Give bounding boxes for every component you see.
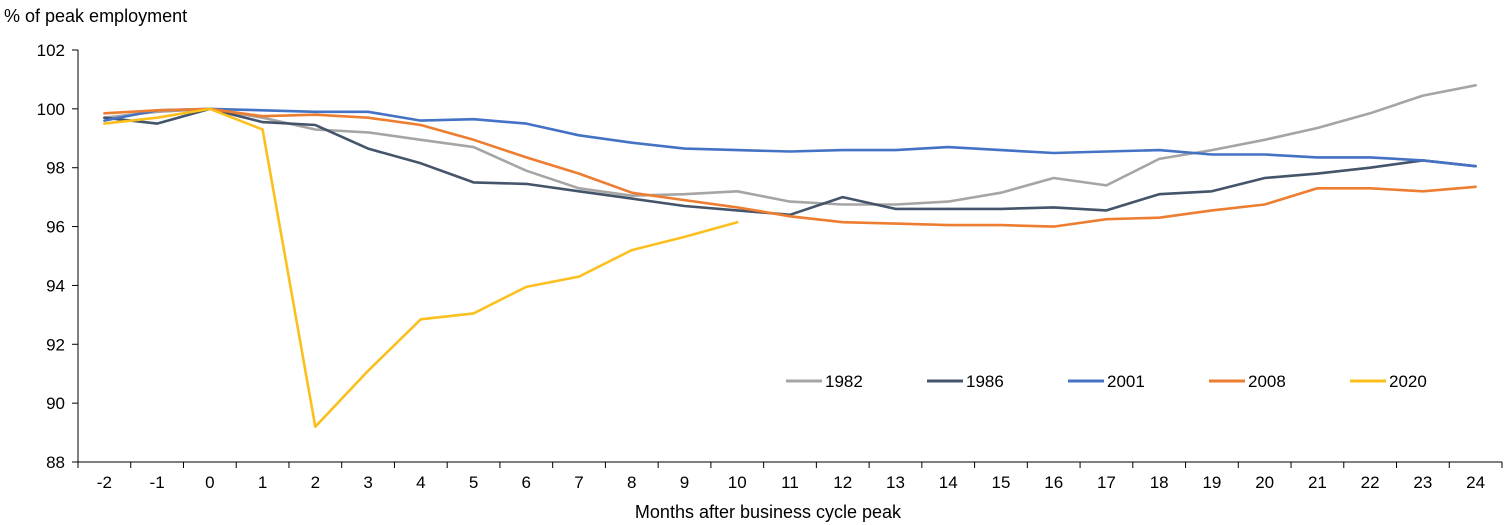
x-tick-label: 15 bbox=[992, 473, 1011, 492]
legend-label-1982: 1982 bbox=[825, 372, 863, 391]
x-tick-label: 24 bbox=[1466, 473, 1485, 492]
y-tick-label: 102 bbox=[37, 41, 65, 60]
legend-label-2001: 2001 bbox=[1107, 372, 1145, 391]
x-axis: -2 -1 0 1 2 3 4 5 6 7 8 9 10 11 12 13 14 15 16 17 18 19 20 21 22… bbox=[77, 461, 1503, 492]
y-tick-label: 90 bbox=[46, 394, 65, 413]
x-tick-label: -2 bbox=[97, 473, 112, 492]
x-tick-label: 11 bbox=[781, 473, 799, 492]
x-tick-label: 16 bbox=[1044, 473, 1063, 492]
x-tick-label: 5 bbox=[469, 473, 478, 492]
x-tick-label: 22 bbox=[1361, 473, 1380, 492]
series-line-2001 bbox=[103, 107, 1477, 168]
legend-label-2020: 2020 bbox=[1389, 372, 1427, 391]
x-tick-label: 2 bbox=[311, 473, 320, 492]
x-tick-label: 20 bbox=[1255, 473, 1274, 492]
x-axis-title: Months after business cycle peak bbox=[635, 502, 902, 522]
y-axis: 88 90 92 94 96 98 100 102 bbox=[37, 41, 79, 472]
legend: 1982 1986 2001 2008 2020 bbox=[786, 372, 1427, 391]
legend-label-1986: 1986 bbox=[966, 372, 1004, 391]
x-tick-label: 23 bbox=[1413, 473, 1432, 492]
x-tick-label: 3 bbox=[363, 473, 372, 492]
series-line-1986 bbox=[103, 107, 1477, 217]
x-tick-label: 10 bbox=[728, 473, 747, 492]
x-tick-label: 12 bbox=[833, 473, 852, 492]
x-tick-label: 14 bbox=[939, 473, 958, 492]
x-tick-label: 0 bbox=[205, 473, 214, 492]
y-axis-title: % of peak employment bbox=[4, 6, 187, 26]
series-line-2008 bbox=[103, 107, 1477, 228]
x-tick-label: 21 bbox=[1308, 473, 1327, 492]
x-tick-label: 1 bbox=[258, 473, 267, 492]
x-tick-label: 4 bbox=[416, 473, 425, 492]
y-tick-label: 96 bbox=[46, 218, 65, 237]
x-tick-label: -1 bbox=[150, 473, 165, 492]
x-tick-label: 8 bbox=[627, 473, 636, 492]
series-line-1982 bbox=[103, 84, 1477, 206]
y-tick-label: 92 bbox=[46, 335, 65, 354]
x-tick-label: 13 bbox=[886, 473, 905, 492]
x-tick-label: 19 bbox=[1202, 473, 1221, 492]
x-tick-label: 6 bbox=[522, 473, 531, 492]
y-tick-label: 100 bbox=[37, 100, 65, 119]
x-tick-label: 9 bbox=[680, 473, 689, 492]
y-tick-label: 88 bbox=[46, 453, 65, 472]
series-line-2020 bbox=[103, 107, 739, 428]
legend-label-2008: 2008 bbox=[1248, 372, 1286, 391]
x-tick-label: 18 bbox=[1150, 473, 1169, 492]
x-tick-label: 7 bbox=[574, 473, 583, 492]
y-tick-label: 94 bbox=[46, 276, 65, 295]
x-tick-label: 17 bbox=[1097, 473, 1116, 492]
y-tick-label: 98 bbox=[46, 159, 65, 178]
series-lines bbox=[103, 84, 1477, 428]
